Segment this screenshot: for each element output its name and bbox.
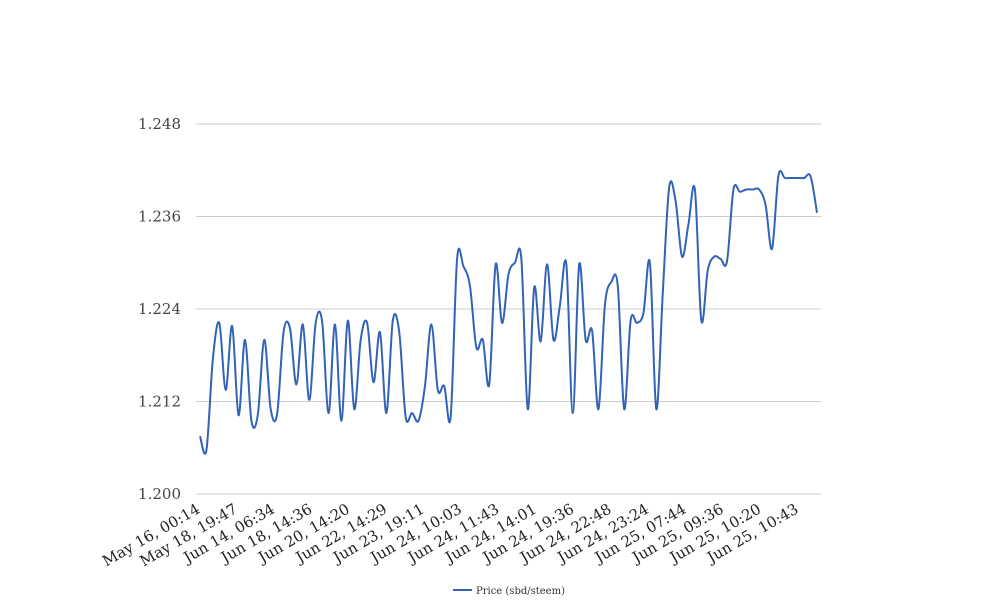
y-tick-label: 1.224	[138, 300, 181, 318]
gridlines	[196, 123, 821, 495]
y-axis-tick-labels: 1.200 1.212 1.224 1.236 1.248	[138, 115, 181, 503]
y-tick-label: 1.248	[138, 115, 181, 133]
y-tick-label: 1.212	[138, 393, 181, 411]
legend-label-price: Price (sbd/steem)	[476, 586, 565, 597]
legend: Price (sbd/steem)	[453, 586, 565, 597]
y-tick-label: 1.236	[138, 208, 181, 226]
y-tick-label: 1.200	[138, 485, 181, 503]
series-layer	[199, 169, 818, 455]
series-line-price	[199, 169, 818, 455]
